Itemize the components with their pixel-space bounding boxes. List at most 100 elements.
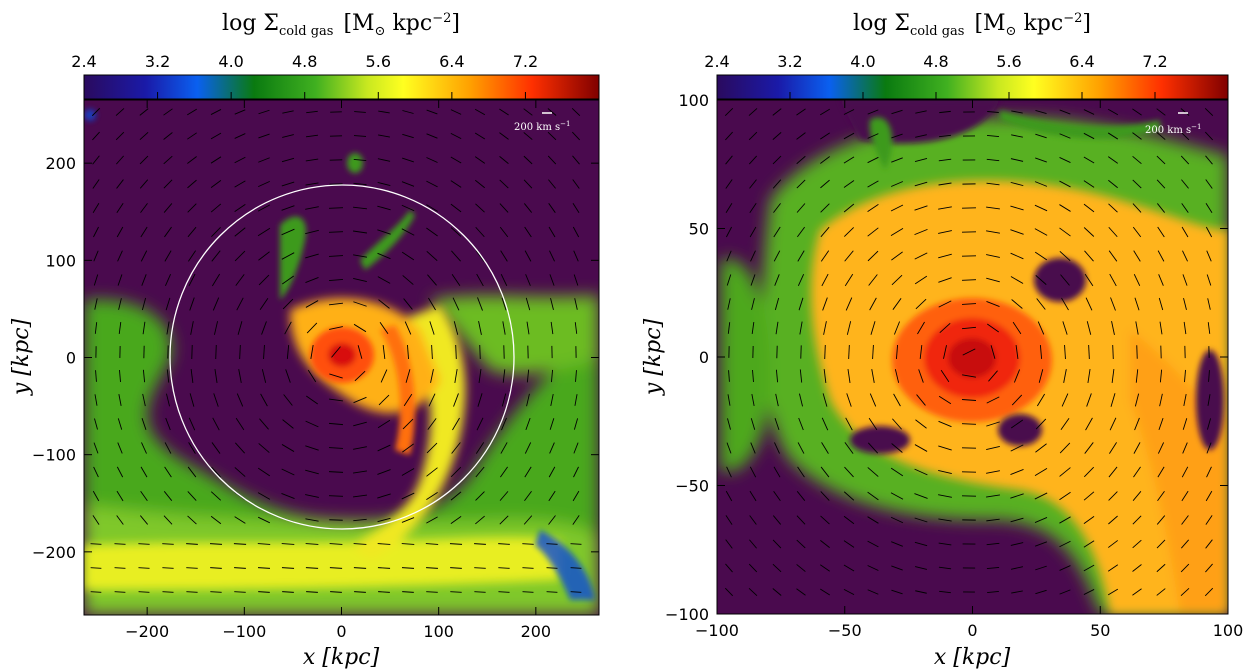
left-velocity-arrow — [525, 274, 531, 286]
left-velocity-arrow — [234, 250, 246, 262]
right-velocity-arrow — [1205, 515, 1213, 525]
left-velocity-arrow — [306, 110, 318, 114]
left-velocity-arrow — [305, 469, 319, 475]
right-velocity-arrow — [820, 203, 830, 213]
left-velocity-arrow — [189, 393, 195, 407]
left-velocity-arrow — [234, 567, 246, 569]
right-velocity-arrow — [891, 157, 903, 163]
left-velocity-arrow — [94, 418, 98, 430]
left-velocity-arrow — [499, 491, 509, 501]
left-velocity-arrow — [328, 471, 344, 473]
right-velocity-arrow — [914, 181, 928, 187]
left-velocity-arrow — [378, 299, 390, 309]
right-ytick-label: 100 — [678, 91, 709, 110]
left-velocity-arrow — [573, 442, 579, 454]
left-velocity-arrow — [166, 321, 170, 335]
right-velocity-arrow — [915, 419, 927, 429]
right-velocity-arrow — [986, 254, 1000, 258]
left-velocity-arrow — [550, 298, 554, 310]
left-velocity-arrow — [524, 490, 532, 502]
left-velocity-arrow — [187, 491, 197, 501]
left-velocity-arrow — [90, 567, 102, 569]
left-velocity-arrow — [499, 132, 509, 140]
right-velocity-arrow — [796, 588, 806, 596]
left-velocity-arrow — [526, 369, 530, 383]
left-velocity-arrow — [116, 515, 124, 525]
left-velocity-arrow — [501, 417, 507, 431]
right-xtick-label: 0 — [967, 621, 977, 640]
right-velocity-arrow — [1062, 321, 1068, 335]
right-colorbar-tick-label: 2.4 — [704, 52, 729, 71]
left-velocity-arrow — [478, 369, 482, 383]
left-velocity-arrow — [305, 134, 319, 138]
left-velocity-arrow — [261, 321, 267, 335]
left-velocity-arrow — [475, 515, 485, 525]
right-velocity-arrow — [1108, 515, 1118, 525]
right-velocity-arrow — [938, 395, 952, 405]
right-velocity-arrow — [1035, 110, 1047, 114]
left-velocity-arrow — [116, 155, 124, 165]
right-velocity-arrow — [1015, 345, 1019, 359]
right-velocity-arrow — [775, 393, 779, 407]
left-velocity-arrow — [138, 591, 150, 593]
right-velocity-arrow — [1206, 466, 1212, 478]
left-velocity-arrow — [426, 133, 438, 139]
left-velocity-arrow — [523, 515, 533, 525]
left-velocity-arrow — [258, 591, 270, 593]
left-velocity-arrow — [546, 567, 558, 569]
right-velocity-arrow — [890, 228, 904, 236]
left-velocity-arrow — [353, 254, 367, 258]
right-velocity-arrow — [843, 109, 855, 115]
left-velocity-arrow — [141, 442, 147, 454]
left-velocity-arrow — [378, 394, 390, 406]
left-velocity-arrow — [211, 250, 221, 262]
right-velocity-arrow — [844, 273, 854, 287]
right-velocity-arrow — [1064, 344, 1066, 360]
left-xtick-label: −200 — [125, 622, 169, 641]
right-velocity-arrow — [1035, 133, 1047, 139]
right-velocity-arrow — [772, 563, 782, 573]
left-velocity-arrow — [451, 250, 461, 262]
left-velocity-arrow — [233, 543, 247, 545]
right-velocity-arrow — [986, 206, 1000, 210]
left-velocity-arrow — [93, 274, 99, 286]
left-velocity-arrow — [258, 133, 270, 139]
right-velocity-arrow — [986, 182, 1000, 186]
right-y-label: y [kpc] — [641, 318, 666, 396]
left-velocity-arrow — [402, 443, 414, 453]
right-velocity-arrow — [1035, 565, 1047, 571]
left-velocity-arrow — [328, 422, 344, 426]
right-velocity-arrow — [891, 541, 903, 547]
right-velocity-arrow — [798, 297, 804, 311]
left-velocity-arrow — [260, 393, 268, 407]
right-velocity-arrow — [1156, 155, 1166, 165]
left-velocity-arrow — [377, 205, 391, 211]
left-velocity-arrow — [234, 109, 246, 115]
left-velocity-arrow — [328, 255, 344, 257]
right-velocity-arrow — [1039, 344, 1043, 360]
right-velocity-arrow — [751, 298, 755, 310]
left-velocity-arrow — [575, 370, 577, 382]
left-velocity-arrow — [546, 591, 558, 593]
right-velocity-arrow — [1180, 108, 1190, 116]
left-velocity-arrow — [353, 518, 367, 522]
right-velocity-arrow — [1157, 226, 1165, 238]
left-velocity-arrow — [501, 393, 507, 407]
right-velocity-arrow — [1059, 204, 1071, 212]
left-velocity-arrow — [281, 444, 295, 452]
left-velocity-arrow — [234, 156, 246, 164]
right-velocity-arrow — [1134, 393, 1140, 407]
right-velocity-arrow — [1205, 226, 1213, 238]
right-velocity-arrow — [750, 442, 756, 454]
right-velocity-arrow — [1156, 588, 1166, 596]
left-velocity-arrow — [212, 417, 220, 431]
right-velocity-arrow — [1183, 321, 1187, 335]
left-colorbar-tick-label: 3.2 — [145, 52, 170, 71]
right-velocity-arrow — [1083, 227, 1095, 237]
right-velocity-arrow — [773, 490, 781, 502]
right-velocity-arrow — [890, 467, 904, 477]
right-velocity-arrow — [1086, 393, 1092, 407]
right-velocity-arrow — [1083, 540, 1095, 548]
right-velocity-arrow — [749, 203, 757, 213]
right-velocity-arrow — [1107, 132, 1119, 140]
